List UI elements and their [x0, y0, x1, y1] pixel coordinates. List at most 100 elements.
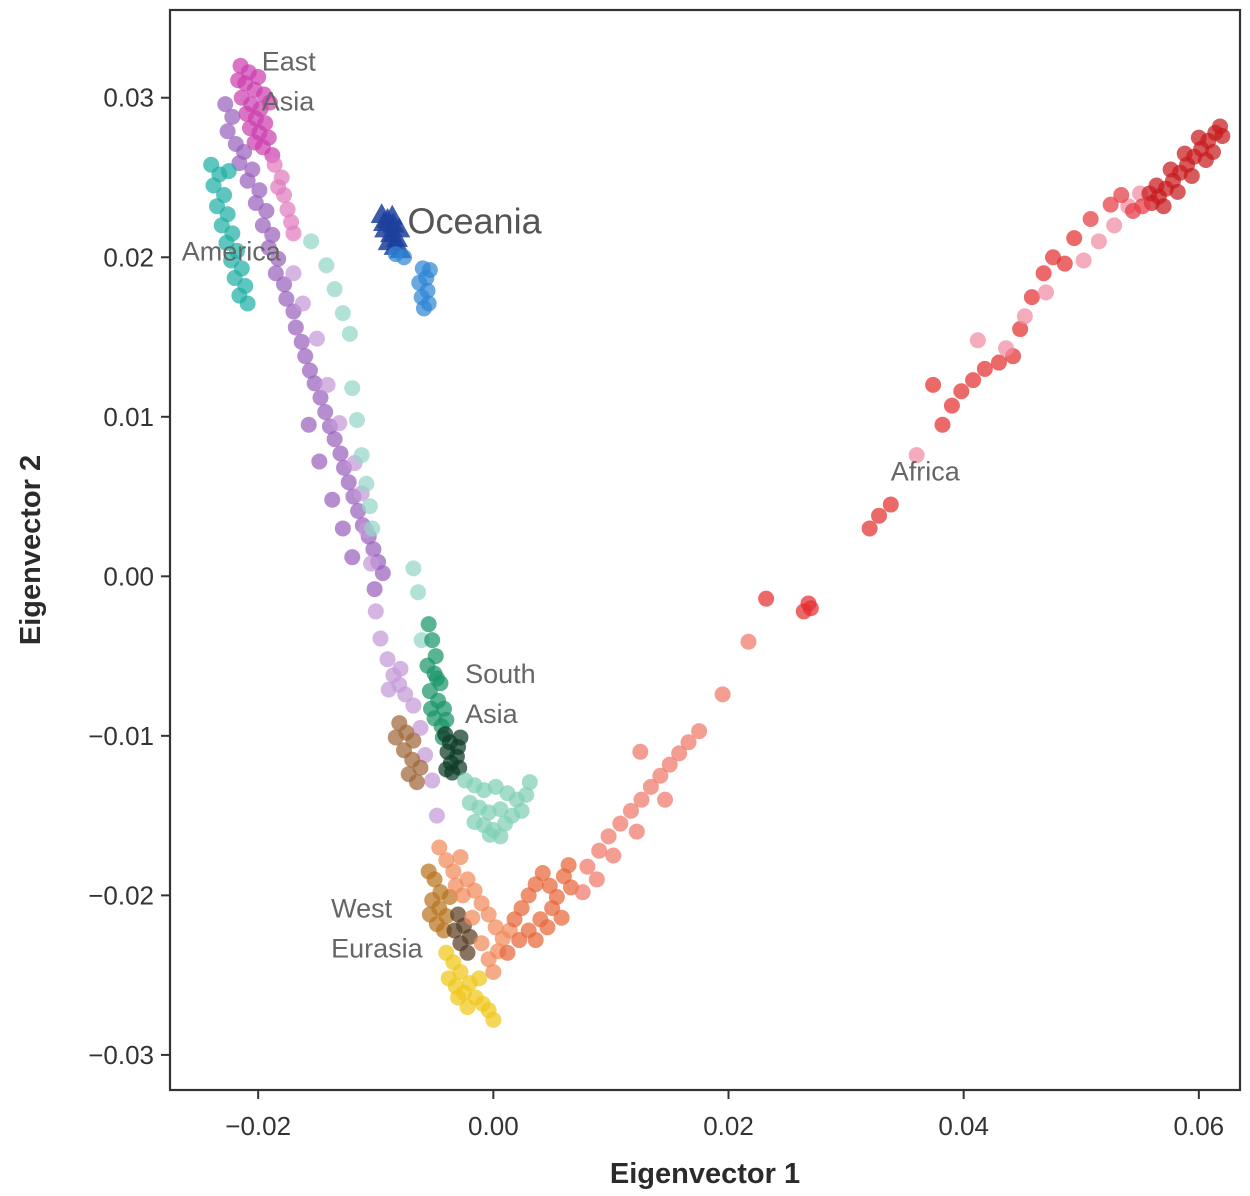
data-point [415, 300, 432, 317]
data-point [473, 935, 490, 952]
data-point [1176, 145, 1193, 162]
data-point [438, 711, 455, 728]
data-point [426, 871, 443, 888]
region-label: West [331, 894, 393, 924]
data-point [969, 332, 986, 349]
data-point [499, 944, 516, 961]
y-axis-ticks: −0.03 −0.02 −0.01 0.00 0.01 0.02 0.03 [88, 83, 170, 1070]
data-point [417, 746, 434, 763]
region-label: East [262, 47, 317, 77]
data-point [485, 963, 502, 980]
data-point [513, 802, 530, 819]
data-point [1075, 252, 1092, 269]
data-point [1045, 249, 1062, 266]
data-point [251, 182, 268, 199]
data-point [1082, 210, 1099, 227]
data-point [1169, 183, 1186, 200]
data-point [1204, 143, 1221, 160]
data-point [1037, 284, 1054, 301]
data-point [260, 239, 277, 256]
data-point [1102, 196, 1119, 213]
data-point [372, 630, 389, 647]
data-point [518, 786, 535, 803]
data-point [657, 791, 674, 808]
data-point [344, 549, 361, 566]
data-point [1214, 128, 1231, 145]
data-point [308, 330, 325, 347]
data-point [311, 453, 328, 470]
data-point [539, 919, 556, 936]
region-label: Eurasia [331, 934, 424, 964]
data-point [219, 123, 236, 140]
data-point [492, 801, 509, 818]
data-point [266, 156, 283, 173]
data-point [258, 203, 275, 220]
data-point [612, 815, 629, 832]
data-point [340, 474, 357, 491]
data-point [861, 520, 878, 537]
data-point [446, 922, 463, 939]
data-point [1066, 230, 1083, 247]
data-point [691, 723, 708, 740]
data-point [998, 340, 1015, 357]
y-tick-label: 0.03 [103, 83, 154, 113]
data-point [1113, 187, 1130, 204]
data-point [421, 262, 438, 279]
data-point [341, 325, 358, 342]
data-point [294, 295, 311, 312]
x-axis-ticks: −0.02 0.00 0.02 0.04 0.06 [225, 1090, 1224, 1141]
data-point [487, 778, 504, 795]
data-point [1090, 233, 1107, 250]
data-point [332, 445, 349, 462]
data-point [534, 865, 551, 882]
data-point [1190, 129, 1207, 146]
data-point [740, 633, 757, 650]
data-point [795, 603, 812, 620]
data-point [591, 842, 608, 859]
region-label: South [465, 659, 536, 689]
data-point [261, 94, 278, 111]
data-point [680, 734, 697, 751]
data-point [364, 520, 381, 537]
data-point [276, 276, 293, 293]
data-point [220, 163, 237, 180]
data-point [361, 498, 378, 515]
data-point [622, 802, 639, 819]
data-point [459, 944, 476, 961]
data-point [388, 217, 411, 238]
data-point [348, 411, 365, 428]
data-point [976, 360, 993, 377]
data-point [270, 179, 287, 196]
data-point [380, 681, 397, 698]
data-point [925, 376, 942, 393]
data-point [363, 555, 380, 572]
data-point [492, 828, 509, 845]
region-label: Asia [262, 87, 316, 117]
data-point [224, 108, 241, 125]
data-point [628, 823, 645, 840]
data-point [374, 565, 391, 582]
data-point [452, 729, 469, 746]
x-tick-label: 0.02 [703, 1111, 754, 1141]
data-point [485, 1011, 502, 1028]
data-point [642, 778, 659, 795]
region-label: Oceania [408, 200, 543, 241]
data-point [387, 729, 404, 746]
data-point [412, 719, 429, 736]
y-tick-label: 0.00 [103, 561, 154, 591]
data-point [871, 507, 888, 524]
data-point [410, 584, 427, 601]
data-point [287, 319, 304, 336]
y-tick-label: 0.01 [103, 402, 154, 432]
data-point [326, 281, 343, 298]
data-point [326, 431, 343, 448]
data-point [424, 632, 441, 649]
data-point [553, 909, 570, 926]
data-point [317, 404, 334, 421]
data-point [1035, 265, 1052, 282]
data-point [464, 909, 481, 926]
data-point [301, 362, 318, 379]
data-point [990, 354, 1007, 371]
